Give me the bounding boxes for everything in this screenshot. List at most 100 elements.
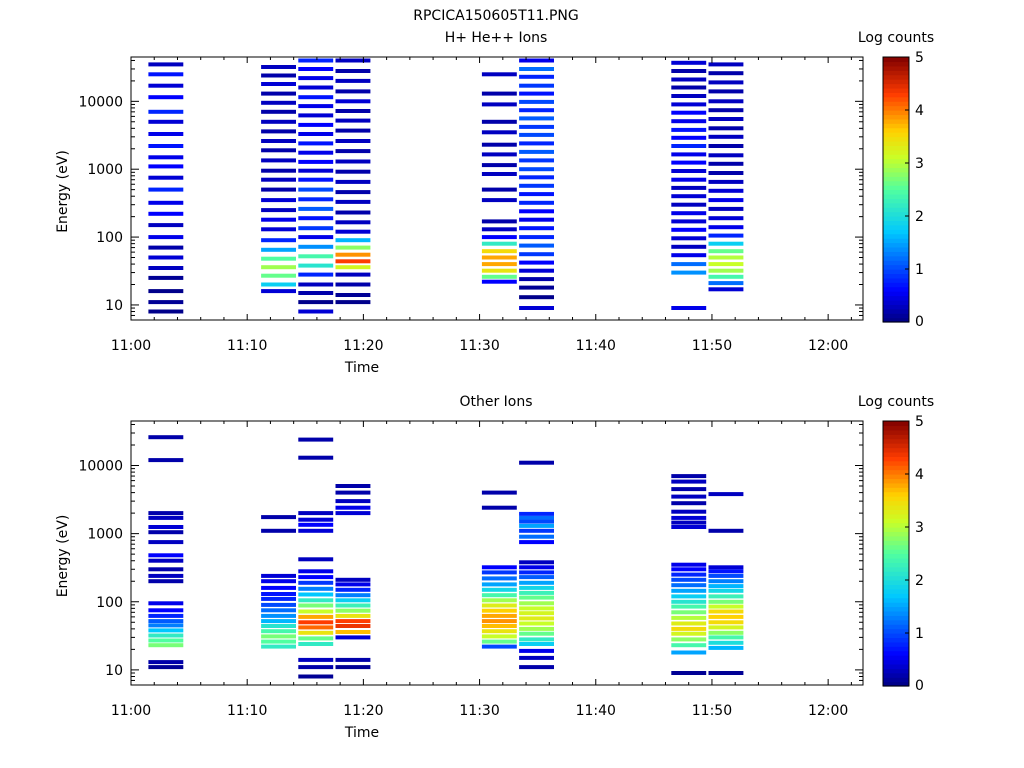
heatmap-cell [708,528,744,533]
heatmap-cell [148,633,184,638]
heatmap-cell [671,487,707,492]
heatmap-cell [519,534,554,539]
heatmap-cell [671,127,707,132]
heatmap-cell [708,625,744,630]
heatmap-cell [298,517,334,522]
colorbar-swatch [883,87,909,93]
y-tick-label: 100 [96,230,123,246]
heatmap-cell [148,255,184,260]
heatmap-cell [335,624,371,628]
colorbar-swatch [883,491,909,497]
heatmap-cell [261,187,296,192]
heatmap-cell [481,163,517,168]
colorbar-swatch [883,425,909,431]
x-tick-label: 11:00 [111,338,151,354]
colorbar-tick-label: 1 [915,626,924,642]
heatmap-cell [671,583,707,588]
heatmap-cell [708,614,744,619]
heatmap-cell [148,608,184,613]
heatmap-cell [298,674,334,679]
heatmap-cell [148,211,184,216]
colorbar-swatch [883,663,909,669]
heatmap-cell [671,60,707,65]
colorbar-swatch [883,308,909,314]
colorbar-swatch [883,251,909,257]
heatmap-cell [519,243,554,248]
x-tick-label: 11:20 [343,338,383,354]
heatmap-cell [335,587,371,592]
heatmap-cell [148,175,184,180]
panel-title: Other Ions [459,394,532,410]
colorbar-swatch [883,154,909,160]
heatmap-cell [708,89,744,94]
heatmap-cell [335,245,371,250]
heatmap-cell [519,601,554,606]
heatmap-cell [708,134,744,139]
colorbar-swatch [883,57,909,63]
heatmap-cell [298,625,334,630]
colorbar: 0 1 2 3 4 5 Log counts [858,394,934,694]
heatmap-cell [298,557,334,562]
heatmap-cell [335,657,371,662]
heatmap-cell [671,69,707,73]
heatmap-cell [298,132,334,136]
heatmap-cell [298,254,334,259]
heatmap-cell [481,505,517,510]
heatmap-cell [671,572,707,577]
heatmap-cell [298,592,334,597]
heatmap-cell [519,260,554,265]
heatmap-cell [708,609,744,614]
heatmap-cell [148,643,184,648]
colorbar-swatch [883,557,909,563]
heatmap-cell [481,644,517,649]
colorbar-swatch [883,615,909,621]
heatmap-cell [708,287,744,292]
colorbar-swatch [883,619,909,625]
heatmap-cell [335,582,371,587]
heatmap-cell [481,624,517,628]
colorbar-swatch [883,487,909,493]
colorbar-swatch [883,233,909,239]
heatmap-cell [519,91,554,96]
colorbar-frame [882,56,910,323]
heatmap-cell [298,159,334,164]
x-axis-label: Time [344,360,379,376]
heatmap-cell [261,602,296,607]
colorbar-swatch [883,105,909,111]
heatmap-cell [708,584,744,589]
heatmap-cell [481,187,517,192]
heatmap-cell [298,657,334,662]
heatmap-cell [519,560,554,565]
heatmap-cell [481,629,517,634]
heatmap-cell [335,282,371,287]
heatmap-cell [481,593,517,598]
colorbar-tick-label: 2 [915,209,924,225]
colorbar-swatch [883,474,909,480]
heatmap-cell [298,168,334,173]
heatmap-cell [708,241,744,246]
heatmap-cell [261,273,296,278]
heatmap-cell [298,141,334,146]
heatmap-cell [148,223,184,228]
colorbar-swatch [883,624,909,630]
heatmap-cell [671,604,707,609]
heatmap-cell [298,522,334,527]
heatmap-cell [519,626,554,631]
colorbar-swatch [883,207,909,213]
heatmap-cell [335,199,371,204]
heatmap-cell [261,100,296,105]
heatmap-cell [261,227,296,232]
heatmap-cell [519,285,554,290]
heatmap-cell [481,565,517,570]
heatmap-cell [148,266,184,270]
heatmap-cell [148,530,184,535]
heatmap-cell [708,161,744,166]
heatmap-cell [261,282,296,287]
colorbar-swatch [883,575,909,581]
heatmap-cell [671,594,707,599]
colorbar-swatch [883,602,909,608]
x-tick-label: 12:00 [808,338,848,354]
heatmap-cell [148,540,184,545]
heatmap-cell [148,289,184,294]
heatmap-cell [261,644,296,649]
